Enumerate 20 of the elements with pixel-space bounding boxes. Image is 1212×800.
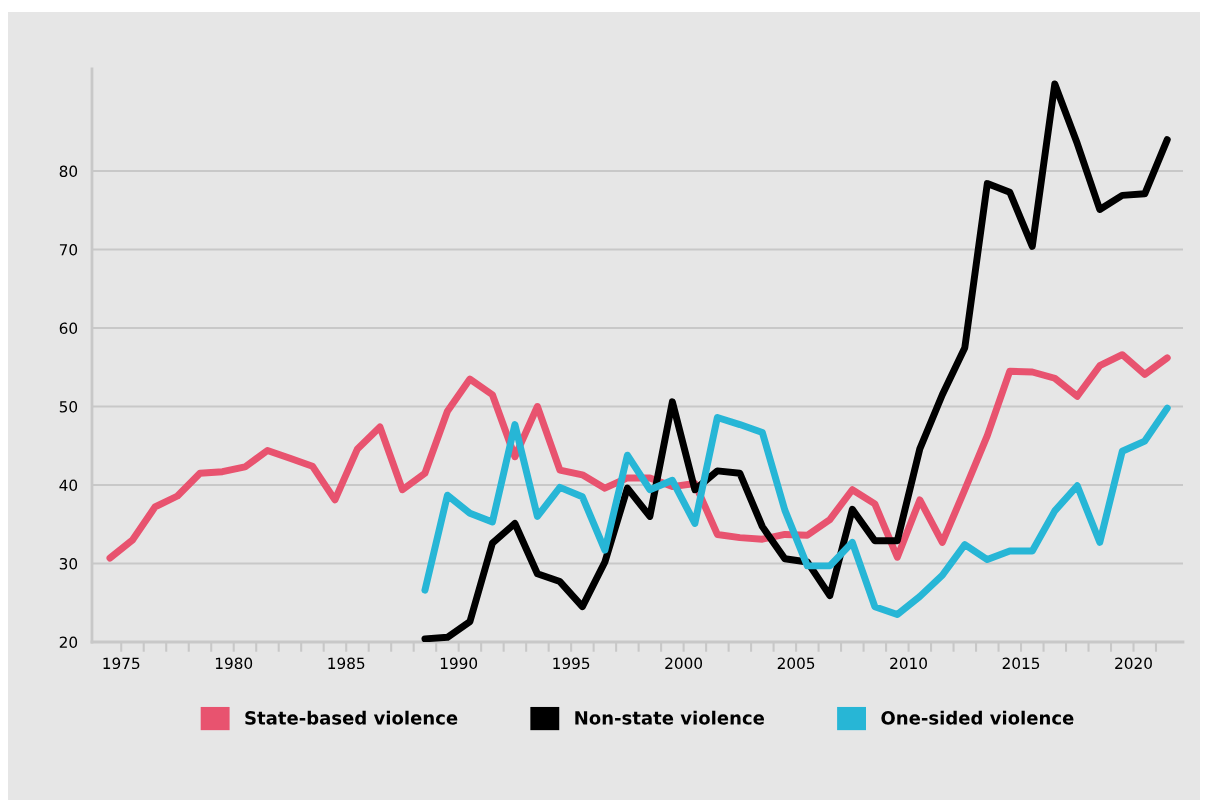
legend-label: Non-state violence — [575, 710, 765, 725]
y-tick-label: 20 — [59, 636, 78, 649]
x-tick-label: 2015 — [1002, 657, 1040, 670]
x-tick-label: 2000 — [665, 657, 703, 670]
y-tick-label: 50 — [59, 400, 78, 413]
y-tick-label: 30 — [59, 557, 78, 570]
y-tick-label: 40 — [59, 479, 78, 492]
y-tick-label: 80 — [59, 165, 78, 178]
x-tick-label: 1995 — [553, 657, 590, 670]
x-tick-label: 1990 — [440, 657, 478, 670]
x-tick-label: 2010 — [890, 657, 927, 670]
x-tick-label: 2020 — [1115, 657, 1152, 670]
legend-label: One-sided violence — [881, 710, 1074, 725]
x-tick-label: 1975 — [103, 657, 140, 670]
y-tick-label: 60 — [59, 322, 78, 335]
x-tick-label: 1985 — [328, 657, 365, 670]
x-tick-label: 2005 — [777, 657, 815, 670]
x-tick-label: 1980 — [215, 657, 253, 670]
y-tick-label: 70 — [59, 244, 78, 256]
legend-label: State-based violence — [245, 710, 458, 725]
